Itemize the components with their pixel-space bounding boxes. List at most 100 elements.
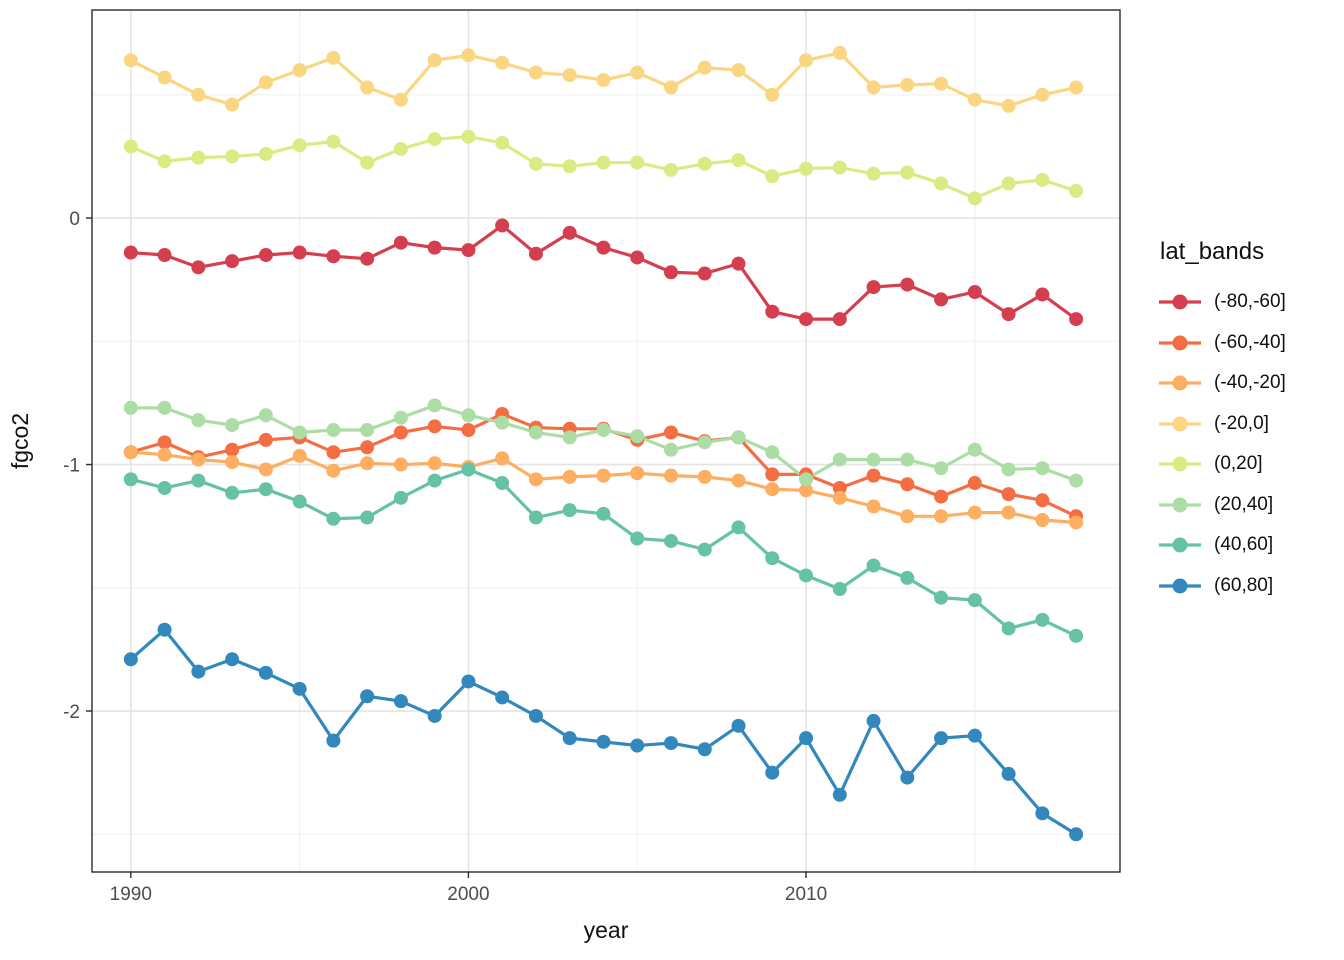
data-point [191, 87, 206, 102]
data-point [967, 284, 982, 299]
x-axis-tick-label: 1990 [110, 884, 152, 905]
data-point [832, 787, 847, 802]
legend-label: (-60,-40] [1214, 331, 1286, 353]
data-point [123, 472, 138, 487]
legend-item: (-80,-60] [1158, 282, 1344, 323]
data-point [393, 457, 408, 472]
data-point [292, 425, 307, 440]
data-point [292, 494, 307, 509]
data-point [799, 568, 814, 583]
data-point [1035, 87, 1050, 102]
data-point [1069, 827, 1084, 842]
legend-items: (-80,-60] (-60,-40] (-40,-20] (-20,0] (0,20]… [1158, 282, 1344, 606]
data-point [765, 304, 780, 319]
legend-label: (0,20] [1214, 453, 1263, 475]
data-point [393, 490, 408, 505]
data-point [765, 765, 780, 780]
data-point [225, 652, 240, 667]
data-point [596, 155, 611, 170]
data-point [360, 510, 375, 525]
legend-key-icon [1159, 294, 1201, 310]
data-point [562, 430, 577, 445]
data-point [967, 92, 982, 107]
data-point [393, 235, 408, 250]
data-point [934, 590, 949, 605]
data-point [1035, 461, 1050, 476]
data-point [427, 473, 442, 488]
data-point [123, 245, 138, 260]
data-point [866, 468, 881, 483]
data-point [393, 425, 408, 440]
data-point [528, 246, 543, 261]
data-point [528, 65, 543, 80]
data-point [731, 718, 746, 733]
data-point [1001, 766, 1016, 781]
legend-item: (-20,0] [1158, 404, 1344, 445]
legend-key-icon [1159, 497, 1201, 513]
data-point [1069, 312, 1084, 327]
legend-key-icon [1159, 578, 1201, 594]
legend-key-icon [1159, 416, 1201, 432]
data-point [832, 312, 847, 327]
data-point [1035, 172, 1050, 187]
legend-item: (60,80] [1158, 566, 1344, 607]
data-point [934, 731, 949, 746]
data-point [427, 53, 442, 68]
data-point [123, 53, 138, 68]
data-point [326, 249, 341, 264]
data-point [292, 681, 307, 696]
data-point [258, 665, 273, 680]
data-point [832, 160, 847, 175]
data-point [123, 652, 138, 667]
data-point [123, 139, 138, 154]
data-point [866, 499, 881, 514]
data-point [967, 442, 982, 457]
data-point [731, 520, 746, 535]
data-point [596, 734, 611, 749]
data-point [393, 410, 408, 425]
data-point [393, 142, 408, 157]
legend-title: lat_bands [1160, 238, 1265, 265]
data-point [900, 477, 915, 492]
data-point [967, 505, 982, 520]
data-point [934, 489, 949, 504]
data-point [461, 48, 476, 63]
data-point [360, 440, 375, 455]
data-point [393, 92, 408, 107]
data-point [292, 245, 307, 260]
legend-item: (20,40] [1158, 485, 1344, 526]
data-point [866, 558, 881, 573]
data-point [731, 430, 746, 445]
data-point [258, 432, 273, 447]
data-point [495, 415, 510, 430]
data-point [225, 254, 240, 269]
y-axis-tick-label: -2 [63, 702, 80, 723]
data-point [191, 260, 206, 275]
data-point [191, 413, 206, 428]
data-point [799, 161, 814, 176]
data-point [765, 467, 780, 482]
data-point [258, 408, 273, 423]
data-point [630, 466, 645, 481]
data-point [326, 511, 341, 526]
data-point [461, 408, 476, 423]
legend-key-icon [1159, 335, 1201, 351]
data-point [157, 447, 172, 462]
data-point [258, 248, 273, 263]
data-point [1069, 628, 1084, 643]
data-point [360, 251, 375, 266]
data-point [427, 398, 442, 413]
data-point [765, 551, 780, 566]
data-point [326, 463, 341, 478]
data-point [1001, 98, 1016, 113]
data-point [900, 452, 915, 467]
legend-item: (-60,-40] [1158, 323, 1344, 364]
data-point [326, 50, 341, 65]
x-axis-tick-label: 2000 [447, 884, 489, 905]
data-point [562, 503, 577, 518]
data-point [900, 509, 915, 524]
data-point [866, 280, 881, 295]
data-point [461, 129, 476, 144]
data-point [258, 146, 273, 161]
